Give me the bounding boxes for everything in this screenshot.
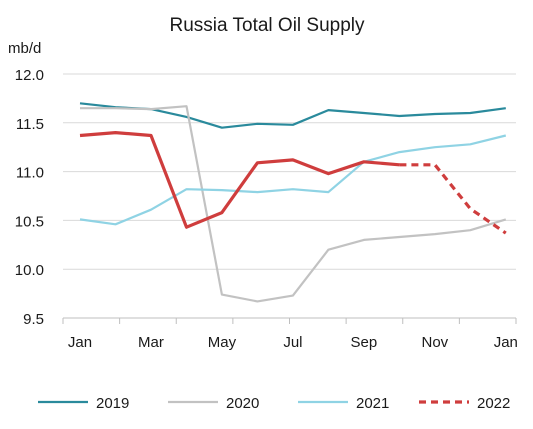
legend-label-2022: 2022 — [477, 395, 510, 412]
series-line-2021 — [79, 134, 507, 226]
axes: 12.0 11.5 11.0 10.5 10.0 9.5 Jan Mar May Jul Sep No… — [15, 67, 518, 351]
series-line-2019 — [79, 102, 506, 129]
x-tick-label: Jul — [283, 334, 302, 351]
series-line-2022-projection — [399, 163, 507, 235]
series-line-2020 — [80, 105, 507, 303]
x-tick-label: Nov — [422, 334, 449, 351]
y-tick-label: 11.5 — [16, 116, 44, 133]
legend: 2019 2020 2021 2022 — [38, 395, 510, 412]
gridlines — [63, 73, 516, 319]
chart-title: Russia Total Oil Supply — [169, 15, 365, 36]
legend-label-2021: 2021 — [356, 395, 389, 412]
x-tick-label: Sep — [351, 334, 378, 351]
y-tick-label: 12.0 — [15, 67, 44, 84]
legend-label-2020: 2020 — [226, 395, 259, 412]
series-lines — [79, 102, 507, 303]
y-tick-label: 10.5 — [15, 213, 44, 230]
y-axis-label: mb/d — [8, 40, 41, 57]
y-tick-label: 11.0 — [16, 165, 44, 182]
y-tick-label: 10.0 — [15, 262, 44, 279]
x-tick-label: Jan — [68, 334, 92, 351]
x-tick-label: May — [208, 334, 237, 351]
legend-label-2019: 2019 — [96, 395, 129, 412]
x-tick-label: Mar — [138, 334, 164, 351]
y-tick-label: 9.5 — [23, 311, 44, 328]
x-tick-label: Jan — [494, 334, 518, 351]
series-line-2022 — [79, 131, 400, 229]
